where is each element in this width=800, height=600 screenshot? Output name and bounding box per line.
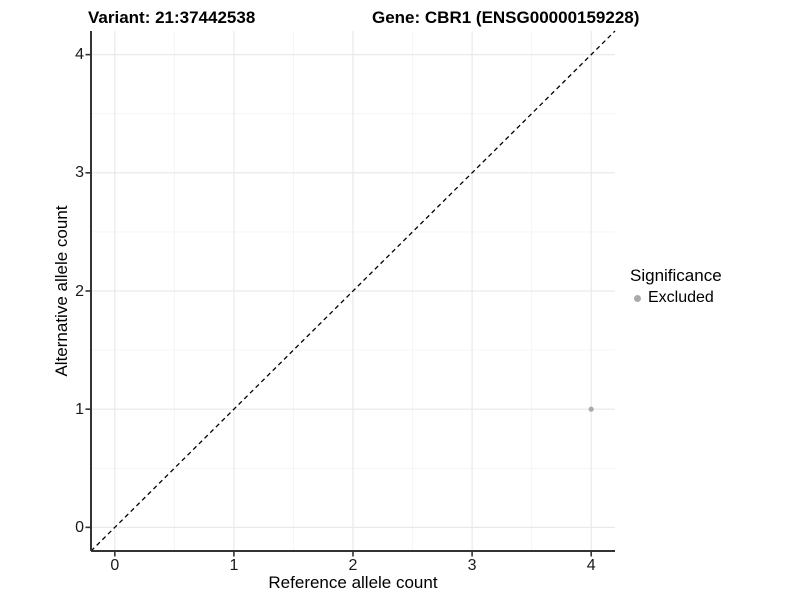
x-tick-label: 1 [229, 557, 239, 574]
y-tick-label: 1 [75, 400, 84, 418]
x-tick-label: 0 [110, 557, 120, 574]
x-tick-label: 2 [348, 557, 358, 574]
y-tick-label: 4 [75, 46, 84, 64]
legend-item-label: Excluded [648, 289, 714, 306]
y-tick-label: 0 [75, 518, 84, 536]
gene-title: Gene: CBR1 (ENSG00000159228) [372, 8, 640, 27]
y-tick-label: 2 [75, 282, 84, 300]
legend-title: Significance [630, 266, 722, 285]
legend-swatch-icon [634, 294, 641, 302]
legend: Significance Excluded [630, 266, 722, 307]
legend-items: Excluded [630, 289, 722, 307]
y-axis-title: Alternative allele count [52, 205, 71, 377]
variant-title: Variant: 21:37442538 [88, 8, 256, 27]
legend-item: Excluded [630, 289, 722, 307]
identity-line [90, 30, 616, 552]
data-point [588, 406, 594, 412]
x-axis-title: Reference allele count [268, 573, 438, 592]
x-tick-label: 3 [467, 557, 477, 574]
y-tick-label: 3 [75, 164, 84, 182]
x-tick-label: 4 [586, 557, 596, 574]
